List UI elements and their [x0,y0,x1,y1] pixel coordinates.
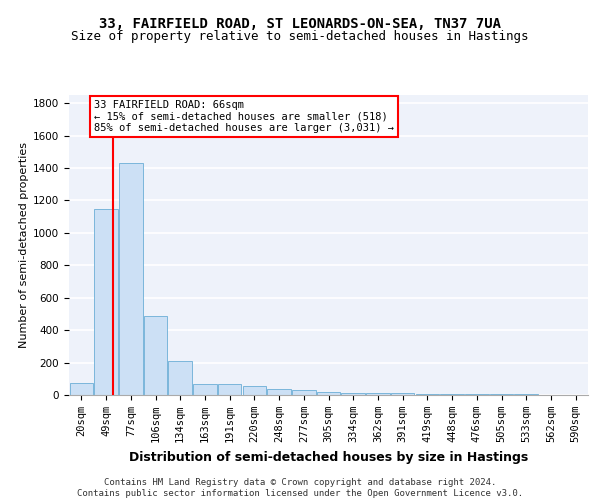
Bar [70,383,93,395]
Bar [490,394,513,395]
Y-axis label: Number of semi-detached properties: Number of semi-detached properties [19,142,29,348]
Text: Contains HM Land Registry data © Crown copyright and database right 2024.
Contai: Contains HM Land Registry data © Crown c… [77,478,523,498]
Bar [292,390,316,395]
Bar [366,393,389,395]
Bar [416,394,439,395]
Bar [94,208,118,395]
X-axis label: Distribution of semi-detached houses by size in Hastings: Distribution of semi-detached houses by … [129,450,528,464]
Bar [440,394,464,395]
Bar [341,392,365,395]
Text: 33 FAIRFIELD ROAD: 66sqm
← 15% of semi-detached houses are smaller (518)
85% of : 33 FAIRFIELD ROAD: 66sqm ← 15% of semi-d… [94,100,394,133]
Bar [268,388,291,395]
Bar [144,316,167,395]
Bar [514,394,538,395]
Bar [169,361,192,395]
Bar [242,386,266,395]
Text: 33, FAIRFIELD ROAD, ST LEONARDS-ON-SEA, TN37 7UA: 33, FAIRFIELD ROAD, ST LEONARDS-ON-SEA, … [99,18,501,32]
Bar [317,392,340,395]
Bar [391,394,415,395]
Bar [193,384,217,395]
Bar [465,394,488,395]
Bar [119,163,143,395]
Text: Size of property relative to semi-detached houses in Hastings: Size of property relative to semi-detach… [71,30,529,43]
Bar [218,384,241,395]
